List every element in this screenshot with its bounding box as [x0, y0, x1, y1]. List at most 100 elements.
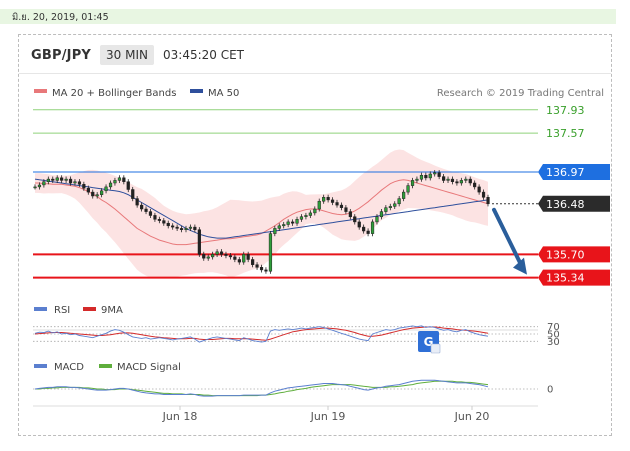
- level-tag-5: [538, 269, 610, 286]
- candle-body: [95, 194, 99, 197]
- candle-body: [268, 233, 273, 272]
- timeframe-badge[interactable]: 30 MIN: [100, 45, 154, 65]
- rsi-line: [34, 325, 489, 343]
- candle-body: [259, 267, 264, 271]
- candle-body: [197, 229, 201, 255]
- candle-body: [322, 197, 326, 202]
- candle-body: [282, 224, 286, 227]
- candle-body: [370, 221, 375, 234]
- candle-body: [308, 212, 312, 216]
- candle-body: [135, 198, 139, 206]
- candle-body: [446, 178, 450, 181]
- macd-panel: 0: [33, 379, 553, 397]
- macd-line: [34, 379, 489, 397]
- level-label-0: 137.93: [546, 104, 585, 117]
- candle-body: [166, 222, 170, 227]
- candle-body: [424, 175, 428, 179]
- candle-body: [108, 182, 113, 188]
- candle-body: [55, 177, 59, 181]
- level-tag-3: [538, 195, 610, 212]
- candle-body: [464, 178, 468, 181]
- candle-body: [104, 186, 108, 192]
- level-label-5: 135.34: [546, 272, 585, 285]
- candle-body: [264, 269, 268, 272]
- candle-body: [379, 211, 384, 218]
- chart-header: GBP/JPY 30 MIN 03:45:20 CET: [31, 43, 244, 67]
- candle-body: [437, 172, 441, 177]
- level-label-1: 137.57: [546, 127, 585, 140]
- macd-legend-swatch: [34, 364, 47, 368]
- candle-body: [295, 219, 299, 224]
- candle-body: [317, 200, 321, 210]
- candle-body: [410, 180, 415, 186]
- rsi-ma-legend-label: 9MA: [101, 305, 123, 316]
- rsi-level-label-50: 50: [547, 330, 560, 341]
- candle-body: [251, 259, 255, 265]
- candle-body: [228, 255, 233, 258]
- candle-body: [481, 191, 486, 198]
- chart-frame: GBP/JPY 30 MIN 03:45:20 CET: [18, 34, 612, 436]
- candle-body: [255, 264, 259, 268]
- candle-body: [326, 197, 330, 201]
- macd-legend-label: MACD: [54, 362, 84, 373]
- x-axis: Jun 18 Jun 19 Jun 20: [162, 406, 489, 423]
- level-tag-2: [538, 164, 610, 181]
- macd-signal-line: [35, 380, 489, 397]
- candle-body: [162, 220, 166, 224]
- ma50-legend-label: MA 50: [208, 88, 239, 99]
- forecast-arrow: [492, 207, 527, 275]
- candle-body: [339, 204, 344, 208]
- candle-body: [473, 182, 477, 188]
- price-levels: [33, 109, 538, 279]
- candle-body: [46, 178, 50, 182]
- bollinger-band-area: [35, 149, 488, 279]
- candle-body: [179, 228, 184, 230]
- candle-body: [486, 197, 490, 205]
- candle-body: [171, 225, 175, 228]
- candle-body: [286, 221, 290, 225]
- candle-body: [357, 221, 361, 228]
- candle-body: [419, 175, 424, 180]
- candle-body: [344, 207, 348, 212]
- macd-signal-legend-swatch: [99, 364, 112, 368]
- candle-body: [246, 254, 250, 260]
- candle-body: [91, 191, 95, 197]
- candle-body: [144, 208, 148, 212]
- ma20-legend-label: MA 20 + Bollinger Bands: [52, 88, 176, 99]
- candle-body: [291, 221, 295, 224]
- candle-body: [122, 177, 126, 182]
- candle-body: [175, 226, 179, 229]
- translate-icon[interactable]: G: [418, 331, 441, 354]
- rsi-ma-legend-swatch: [83, 307, 96, 311]
- macd-level-label: 0: [547, 385, 553, 396]
- bollinger-bands: [35, 149, 488, 279]
- candle-body: [450, 178, 455, 182]
- candle-body: [233, 256, 237, 260]
- candle-body: [188, 226, 193, 229]
- candle-body: [68, 178, 73, 184]
- candle-body: [335, 202, 339, 206]
- candle-body: [313, 208, 317, 214]
- candle-body: [304, 215, 308, 217]
- candle-body: [362, 226, 366, 232]
- candle-body: [468, 178, 472, 184]
- candle-body: [388, 206, 392, 208]
- header-divider: [19, 73, 611, 74]
- candle-body: [224, 254, 228, 256]
- candle-body: [60, 177, 64, 181]
- rsi-level-label-70: 70: [547, 322, 560, 333]
- candle-body: [211, 254, 215, 258]
- candle-body: [406, 185, 410, 193]
- candle-body: [277, 225, 281, 229]
- date-stamp: มิ.ย. 20, 2019, 01:45: [12, 12, 109, 23]
- rsi-legend-label: RSI: [54, 305, 70, 316]
- level-label-2: 136.97: [546, 166, 585, 179]
- candle-body: [113, 180, 117, 184]
- candle-body: [273, 228, 277, 234]
- candle-body: [393, 203, 397, 207]
- candle-body: [442, 176, 446, 181]
- candle-body: [459, 180, 463, 184]
- level-label-3: 136.48: [546, 198, 585, 211]
- rsi-ma-line: [34, 326, 489, 341]
